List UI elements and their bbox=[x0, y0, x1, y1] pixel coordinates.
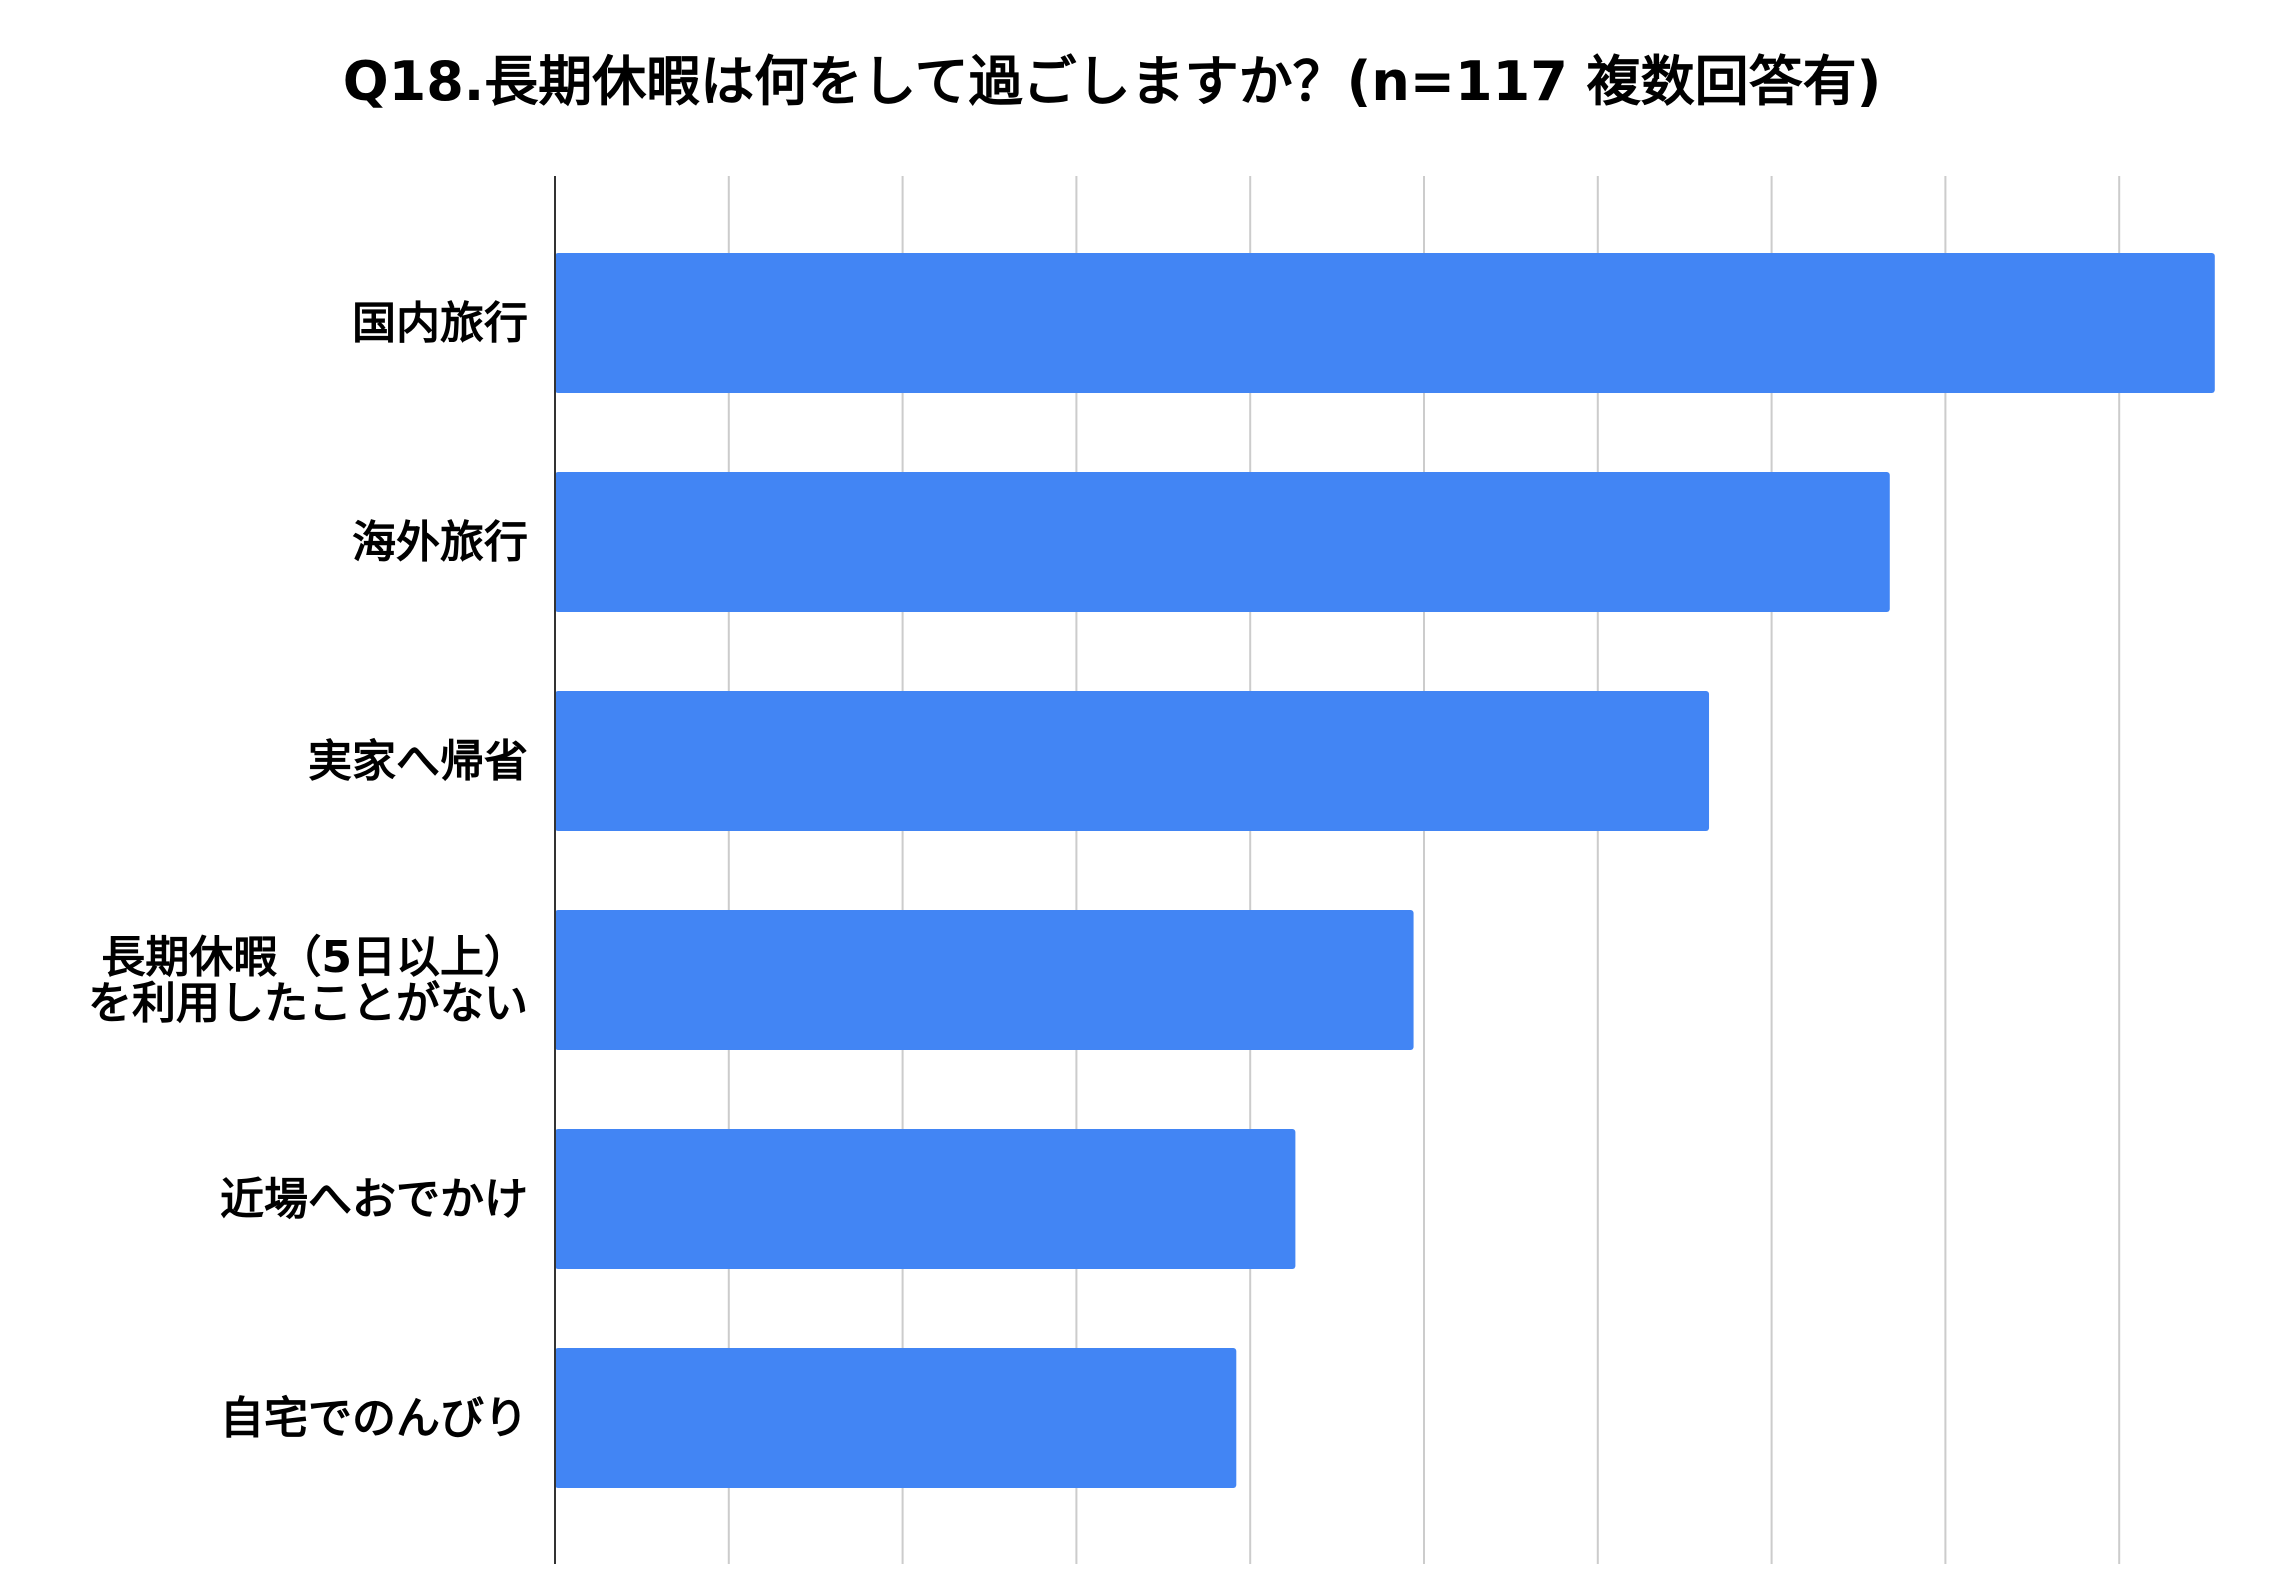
category-label: 実家へ帰省 bbox=[308, 736, 528, 787]
category-label-line: 自宅でのんびり bbox=[220, 1393, 528, 1444]
bar bbox=[555, 253, 2215, 393]
category-label-line: 海外旅行 bbox=[352, 517, 528, 568]
category-label-line: 近場へおでかけ bbox=[220, 1174, 528, 1225]
category-label-line: 実家へ帰省 bbox=[308, 736, 528, 787]
bars bbox=[555, 253, 2215, 1488]
category-label: 海外旅行 bbox=[352, 517, 528, 568]
category-label-line: を利用したことがない bbox=[88, 978, 528, 1029]
gridlines bbox=[727, 176, 2121, 1564]
category-label-line: 長期休暇（5日以上） bbox=[101, 932, 528, 983]
category-label: 近場へおでかけ bbox=[220, 1174, 528, 1225]
category-label: 国内旅行 bbox=[352, 298, 528, 349]
chart-title: Q18.長期休暇は何をして過ごしますか？(n=117 複数回答有) bbox=[343, 50, 1882, 113]
bar bbox=[555, 472, 1890, 612]
category-label: 長期休暇（5日以上）を利用したことがない bbox=[88, 932, 528, 1029]
category-labels: 国内旅行海外旅行実家へ帰省長期休暇（5日以上）を利用したことがない近場へおでかけ… bbox=[88, 298, 528, 1444]
category-label-line: 国内旅行 bbox=[352, 298, 528, 349]
bar bbox=[555, 910, 1414, 1050]
bar bbox=[555, 1129, 1296, 1269]
bar bbox=[555, 1348, 1237, 1488]
category-label: 自宅でのんびり bbox=[220, 1393, 528, 1444]
bar bbox=[555, 691, 1710, 831]
